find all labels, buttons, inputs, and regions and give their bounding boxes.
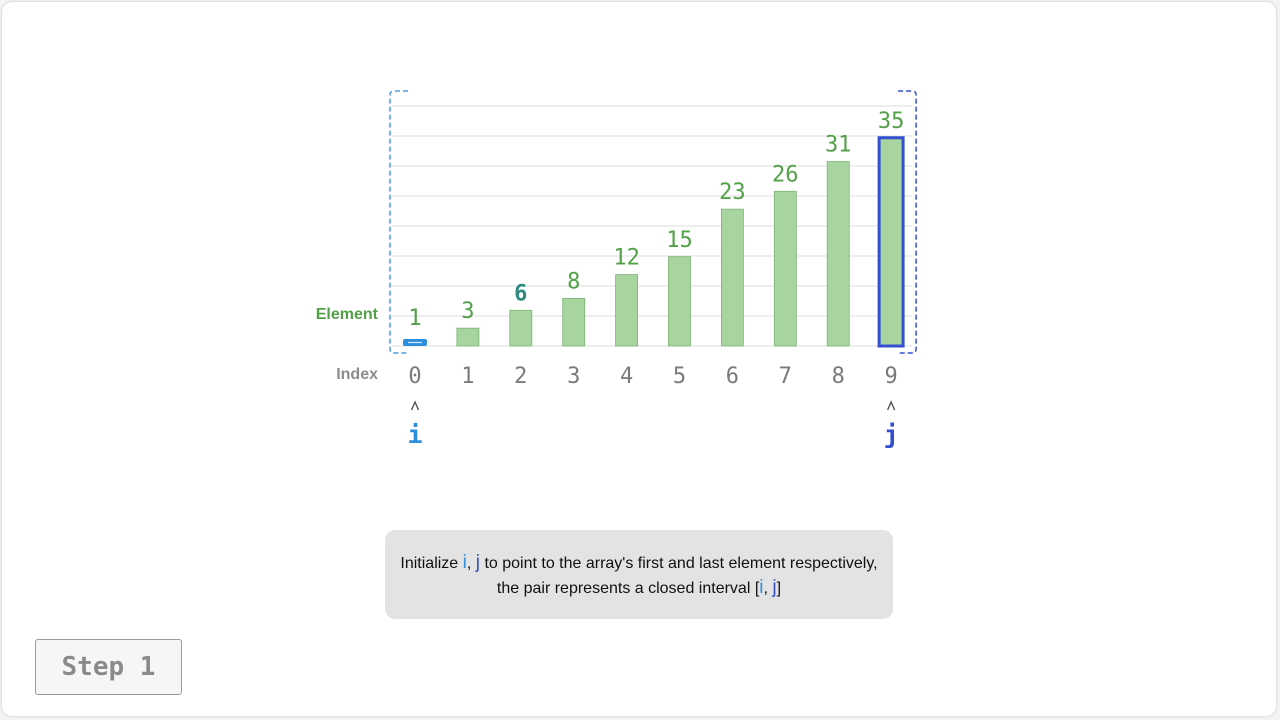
- interval-bracket-left: [389, 90, 408, 354]
- array-bar: [456, 327, 480, 347]
- array-index: 5: [673, 364, 686, 389]
- array-value: 23: [719, 180, 746, 205]
- array-bar: [826, 161, 850, 347]
- pointer-arrow-j: [886, 400, 896, 411]
- pointer-label-j: j: [884, 420, 899, 449]
- array-value: 26: [772, 162, 799, 187]
- array-bar: [615, 274, 638, 347]
- array-value: 8: [567, 269, 580, 294]
- array-index: 1: [461, 364, 474, 389]
- array-index: 4: [620, 364, 633, 389]
- array-index: 8: [832, 364, 845, 389]
- caption-text-2: to point to the array's first and last e…: [480, 555, 878, 572]
- element-row-label: Element: [315, 306, 378, 323]
- caption-text-1: Initialize: [400, 555, 463, 572]
- caption-interval-j: j: [772, 577, 777, 598]
- caption-text-4: ]: [776, 580, 782, 597]
- array-bar: [562, 297, 586, 347]
- caption-text-3: the pair represents a closed interval [: [496, 580, 760, 597]
- array-index: 3: [567, 364, 580, 389]
- caption-comma-1: ,: [466, 555, 476, 572]
- array-index: 0: [408, 364, 421, 389]
- array-value: 31: [825, 133, 852, 158]
- array-index: 2: [514, 364, 527, 389]
- step-caption: Initialize i, j to point to the array's …: [385, 530, 893, 619]
- caption-interval-i: i: [759, 577, 764, 598]
- pointer-label-i: i: [407, 420, 422, 449]
- array-value: 12: [613, 246, 640, 271]
- array-value: 35: [878, 109, 905, 134]
- array-value: 6: [514, 281, 527, 306]
- array-index: 9: [884, 364, 897, 389]
- array-bar: [773, 190, 797, 347]
- pointer-arrow-i: [410, 400, 420, 411]
- array-bar: [509, 309, 533, 347]
- array-value: 3: [461, 299, 474, 324]
- step-button[interactable]: Step 1: [35, 639, 182, 695]
- array-bar: [721, 208, 744, 347]
- index-row-label: Index: [336, 366, 378, 383]
- array-bar: [668, 256, 691, 347]
- array-index: 7: [779, 364, 792, 389]
- array-value: 1: [408, 306, 421, 331]
- array-index: 6: [726, 364, 739, 389]
- caption-comma-2: ,: [763, 580, 773, 597]
- caption-pointer-j: j: [475, 552, 480, 573]
- array-bar-j: [877, 136, 905, 348]
- caption-pointer-i: i: [462, 552, 467, 573]
- interval-bracket-right: [898, 90, 917, 354]
- array-value: 15: [666, 228, 693, 253]
